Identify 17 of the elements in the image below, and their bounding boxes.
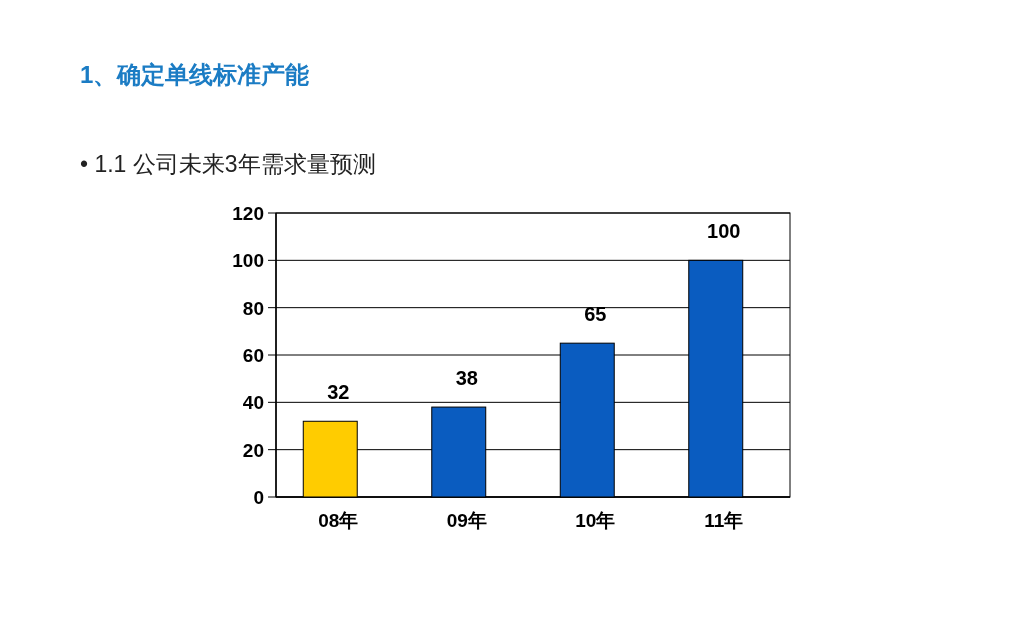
- x-tick-label: 09年: [446, 510, 487, 531]
- y-tick-label: 40: [242, 392, 264, 414]
- data-label: 100: [707, 220, 741, 243]
- y-tick-label: 100: [232, 250, 264, 272]
- chart-title: 1、确定单线标准产能: [80, 61, 310, 88]
- y-tick-label: 60: [242, 345, 264, 366]
- data-label: 65: [584, 303, 607, 326]
- y-tick-label: 20: [242, 439, 264, 461]
- chart-subtitle: • 1.1 公司未来3年需求量预测: [80, 151, 376, 177]
- data-label: 38: [455, 367, 478, 390]
- y-tick-label: 80: [242, 297, 264, 319]
- data-label: 32: [327, 381, 350, 404]
- y-tick-label: 0: [253, 487, 264, 508]
- x-tick-label: 08年: [318, 510, 359, 531]
- x-tick-label: 10年: [575, 510, 616, 531]
- y-tick-label: 120: [232, 203, 264, 224]
- x-tick-label: 11年: [704, 510, 744, 531]
